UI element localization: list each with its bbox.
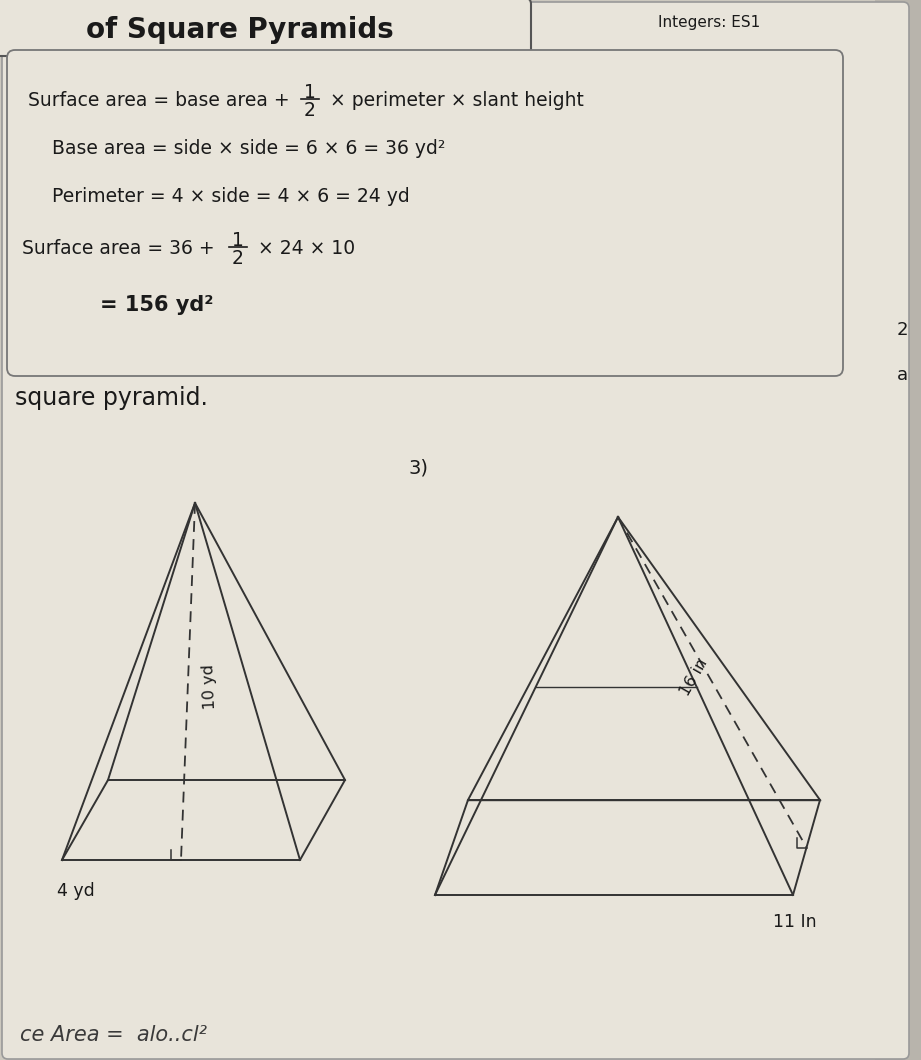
Text: 1: 1 bbox=[232, 230, 244, 249]
Text: of Square Pyramids: of Square Pyramids bbox=[87, 16, 394, 45]
Text: a: a bbox=[896, 366, 907, 384]
FancyBboxPatch shape bbox=[7, 50, 843, 376]
Text: 4 yd: 4 yd bbox=[57, 882, 95, 900]
FancyBboxPatch shape bbox=[0, 0, 531, 56]
Text: × 24 × 10: × 24 × 10 bbox=[252, 238, 356, 258]
Text: 3): 3) bbox=[408, 459, 428, 477]
Text: 1: 1 bbox=[304, 83, 316, 102]
Text: Base area = side × side = 6 × 6 = 36 yd²: Base area = side × side = 6 × 6 = 36 yd² bbox=[52, 139, 446, 158]
Text: Surface area = 36 +: Surface area = 36 + bbox=[22, 238, 221, 258]
Text: × perimeter × slant height: × perimeter × slant height bbox=[324, 90, 584, 109]
Text: ce Area =  alo..cl²: ce Area = alo..cl² bbox=[20, 1025, 207, 1045]
Text: Perimeter = 4 × side = 4 × 6 = 24 yd: Perimeter = 4 × side = 4 × 6 = 24 yd bbox=[52, 187, 410, 206]
Text: square pyramid.: square pyramid. bbox=[15, 386, 208, 410]
Text: 2: 2 bbox=[896, 321, 908, 339]
Text: 2: 2 bbox=[304, 102, 316, 121]
Text: 2: 2 bbox=[232, 249, 244, 268]
Text: Integers: ES1: Integers: ES1 bbox=[658, 15, 760, 30]
Text: 11 In: 11 In bbox=[773, 913, 817, 931]
Polygon shape bbox=[875, 0, 921, 1060]
Text: 16 in: 16 in bbox=[678, 656, 711, 699]
Text: Surface area = base area +: Surface area = base area + bbox=[28, 90, 296, 109]
Text: = 156 yd²: = 156 yd² bbox=[100, 295, 214, 315]
Text: 10 yd: 10 yd bbox=[202, 664, 218, 709]
